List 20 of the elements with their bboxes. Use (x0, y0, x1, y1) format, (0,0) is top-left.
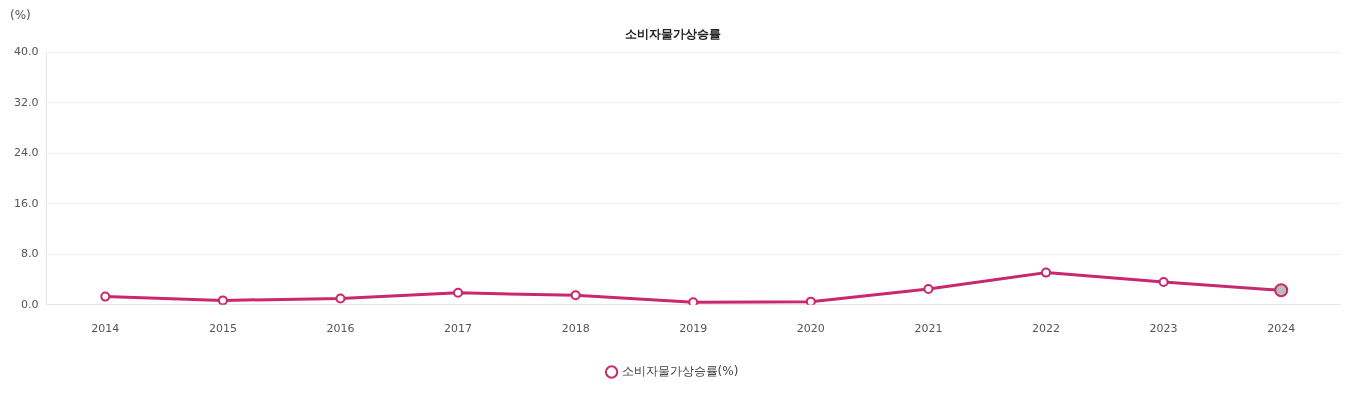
x-tick-label: 2017 (444, 322, 473, 336)
y-axis-title: (%) (10, 8, 31, 23)
x-tick-label: 2020 (796, 322, 825, 336)
y-tick-label: 0.0 (20, 297, 39, 311)
y-tick-label: 16.0 (13, 196, 39, 210)
legend-label: 소비자물가상승률(%) (621, 364, 739, 379)
y-tick-label: 24.0 (13, 146, 39, 160)
y-tick-label: 8.0 (20, 247, 39, 261)
x-tick-label: 2022 (1032, 322, 1061, 336)
x-tick-label: 2016 (326, 322, 355, 336)
x-tick-label: 2021 (914, 322, 943, 336)
y-tick-label: 32.0 (13, 95, 39, 109)
x-tick-label: 2023 (1149, 322, 1178, 336)
x-tick-label: 2018 (561, 322, 590, 336)
x-tick-label: 2015 (208, 322, 237, 336)
x-tick-label: 2024 (1267, 322, 1296, 336)
y-tick-label: 40.0 (13, 45, 39, 59)
x-tick-label: 2019 (679, 322, 708, 336)
chart-title: 소비자물가상승률 (625, 27, 721, 42)
x-tick-label: 2014 (91, 322, 120, 336)
